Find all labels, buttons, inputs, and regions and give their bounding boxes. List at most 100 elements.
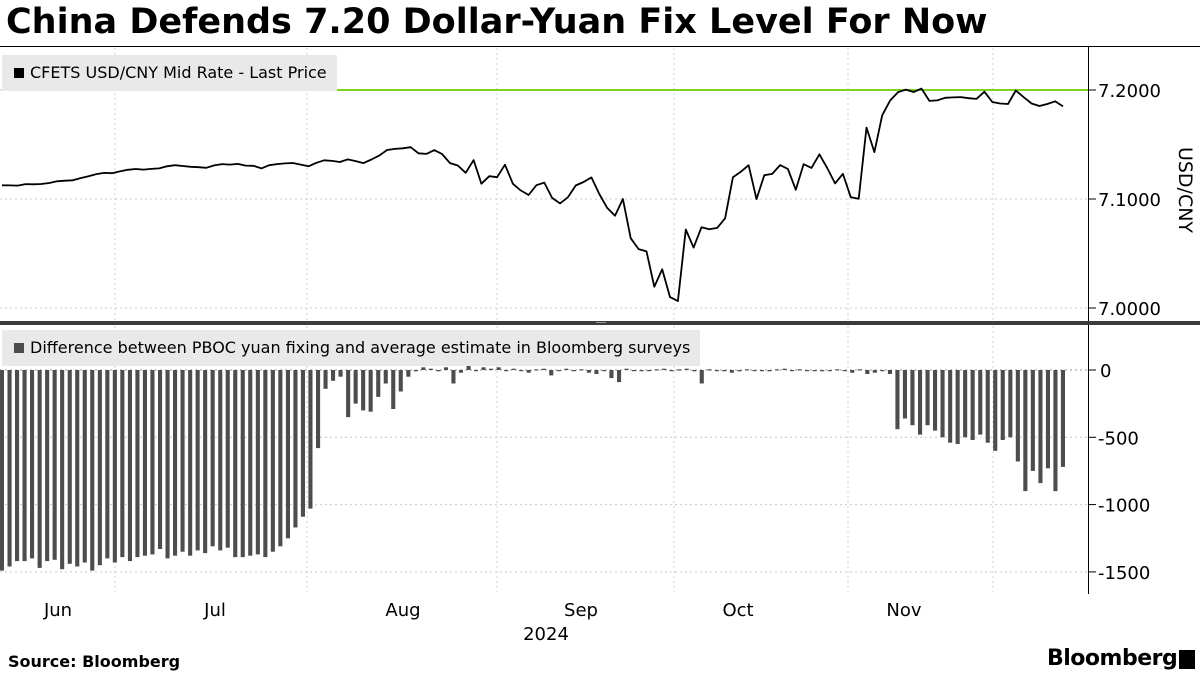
bar: [142, 370, 147, 556]
bar: [255, 370, 260, 555]
bar: [586, 370, 591, 373]
chart-frame: [0, 46, 1200, 594]
bar: [511, 368, 516, 370]
bar: [82, 370, 87, 563]
bar: [22, 370, 27, 562]
bar: [0, 370, 4, 571]
bar: [270, 370, 275, 552]
bar: [887, 370, 892, 374]
bar: [37, 370, 42, 568]
x-tick-label: Jun: [43, 600, 72, 621]
brand-icon: [1179, 650, 1195, 669]
bar: [210, 370, 215, 547]
legend-line-label: CFETS USD/CNY Mid Rate - Last Price: [30, 63, 327, 82]
bar: [692, 370, 697, 372]
bar: [353, 370, 358, 404]
bar: [52, 370, 57, 560]
y-axis-title: USD/CNY: [1174, 147, 1196, 233]
bar: [158, 370, 163, 549]
y-tick-label: -500: [1098, 428, 1139, 449]
bar: [729, 370, 734, 373]
bar: [737, 370, 742, 372]
bar: [707, 369, 712, 371]
bar: [90, 370, 95, 571]
bar: [549, 370, 554, 376]
line-series: [1, 87, 1064, 303]
bar: [180, 370, 185, 552]
x-tick-label: Jul: [203, 600, 226, 621]
bar: [474, 370, 479, 372]
bar: [481, 367, 486, 370]
bar: [1038, 370, 1043, 484]
brand-logo-text: Bloomberg: [1047, 646, 1178, 671]
bar: [993, 370, 998, 451]
bar: [188, 370, 193, 556]
bar-series: [0, 364, 1065, 571]
bar: [617, 370, 622, 383]
bar: [722, 370, 727, 372]
bar: [105, 370, 110, 559]
legend-bars-swatch: [14, 343, 24, 353]
bar: [451, 370, 456, 384]
bar: [391, 370, 396, 409]
legend-bars: Difference between PBOC yuan fixing and …: [2, 330, 701, 366]
bar: [752, 370, 757, 372]
bar: [15, 370, 20, 562]
bar: [1000, 370, 1005, 440]
bar: [233, 370, 238, 558]
bar: [421, 367, 426, 370]
bar: [647, 370, 652, 372]
bar: [918, 370, 923, 435]
bar: [955, 370, 960, 444]
bar: [338, 370, 343, 377]
x-tick-label: Sep: [564, 600, 598, 621]
bar: [361, 370, 366, 411]
bar: [963, 370, 968, 438]
bar: [75, 370, 80, 567]
grid-lines: [0, 48, 1088, 592]
bar: [1023, 370, 1028, 492]
bar: [346, 370, 351, 418]
bar: [519, 370, 524, 372]
bar: [948, 370, 953, 443]
y-tick-label: -1500: [1098, 563, 1150, 584]
bar: [127, 370, 132, 562]
bar: [970, 370, 975, 440]
bar: [775, 369, 780, 371]
bar: [933, 370, 938, 431]
y-tick-label: 7.0000: [1098, 299, 1161, 320]
y-tick-label: 7.2000: [1098, 81, 1161, 102]
y-axis-ticks: 7.2000 7.1000 7.0000 0 -500 -1000 -1500: [1088, 81, 1161, 584]
bar: [820, 370, 825, 372]
x-tick-label: Aug: [385, 600, 420, 621]
bar: [767, 370, 772, 372]
bar: [910, 370, 915, 426]
bar: [135, 370, 140, 558]
legend-line-swatch: [14, 68, 24, 78]
bar: [173, 370, 178, 556]
bar: [857, 369, 862, 371]
bar: [278, 370, 283, 547]
bar: [225, 370, 230, 548]
bar: [684, 368, 689, 370]
bar: [1060, 370, 1065, 467]
bar: [985, 370, 990, 443]
bar: [759, 370, 764, 372]
bar: [120, 370, 125, 558]
bar: [331, 370, 336, 381]
bar: [677, 369, 682, 371]
bar: [842, 370, 847, 372]
bar: [7, 370, 12, 567]
bar: [805, 370, 810, 372]
bar: [624, 368, 629, 370]
bar: [97, 370, 102, 566]
bar: [203, 370, 208, 554]
bar: [112, 370, 117, 563]
bar: [895, 370, 900, 430]
bar: [940, 370, 945, 438]
bar: [376, 370, 381, 397]
bar: [436, 370, 441, 372]
bar: [489, 368, 494, 370]
bar: [865, 370, 870, 374]
bar: [526, 370, 531, 373]
